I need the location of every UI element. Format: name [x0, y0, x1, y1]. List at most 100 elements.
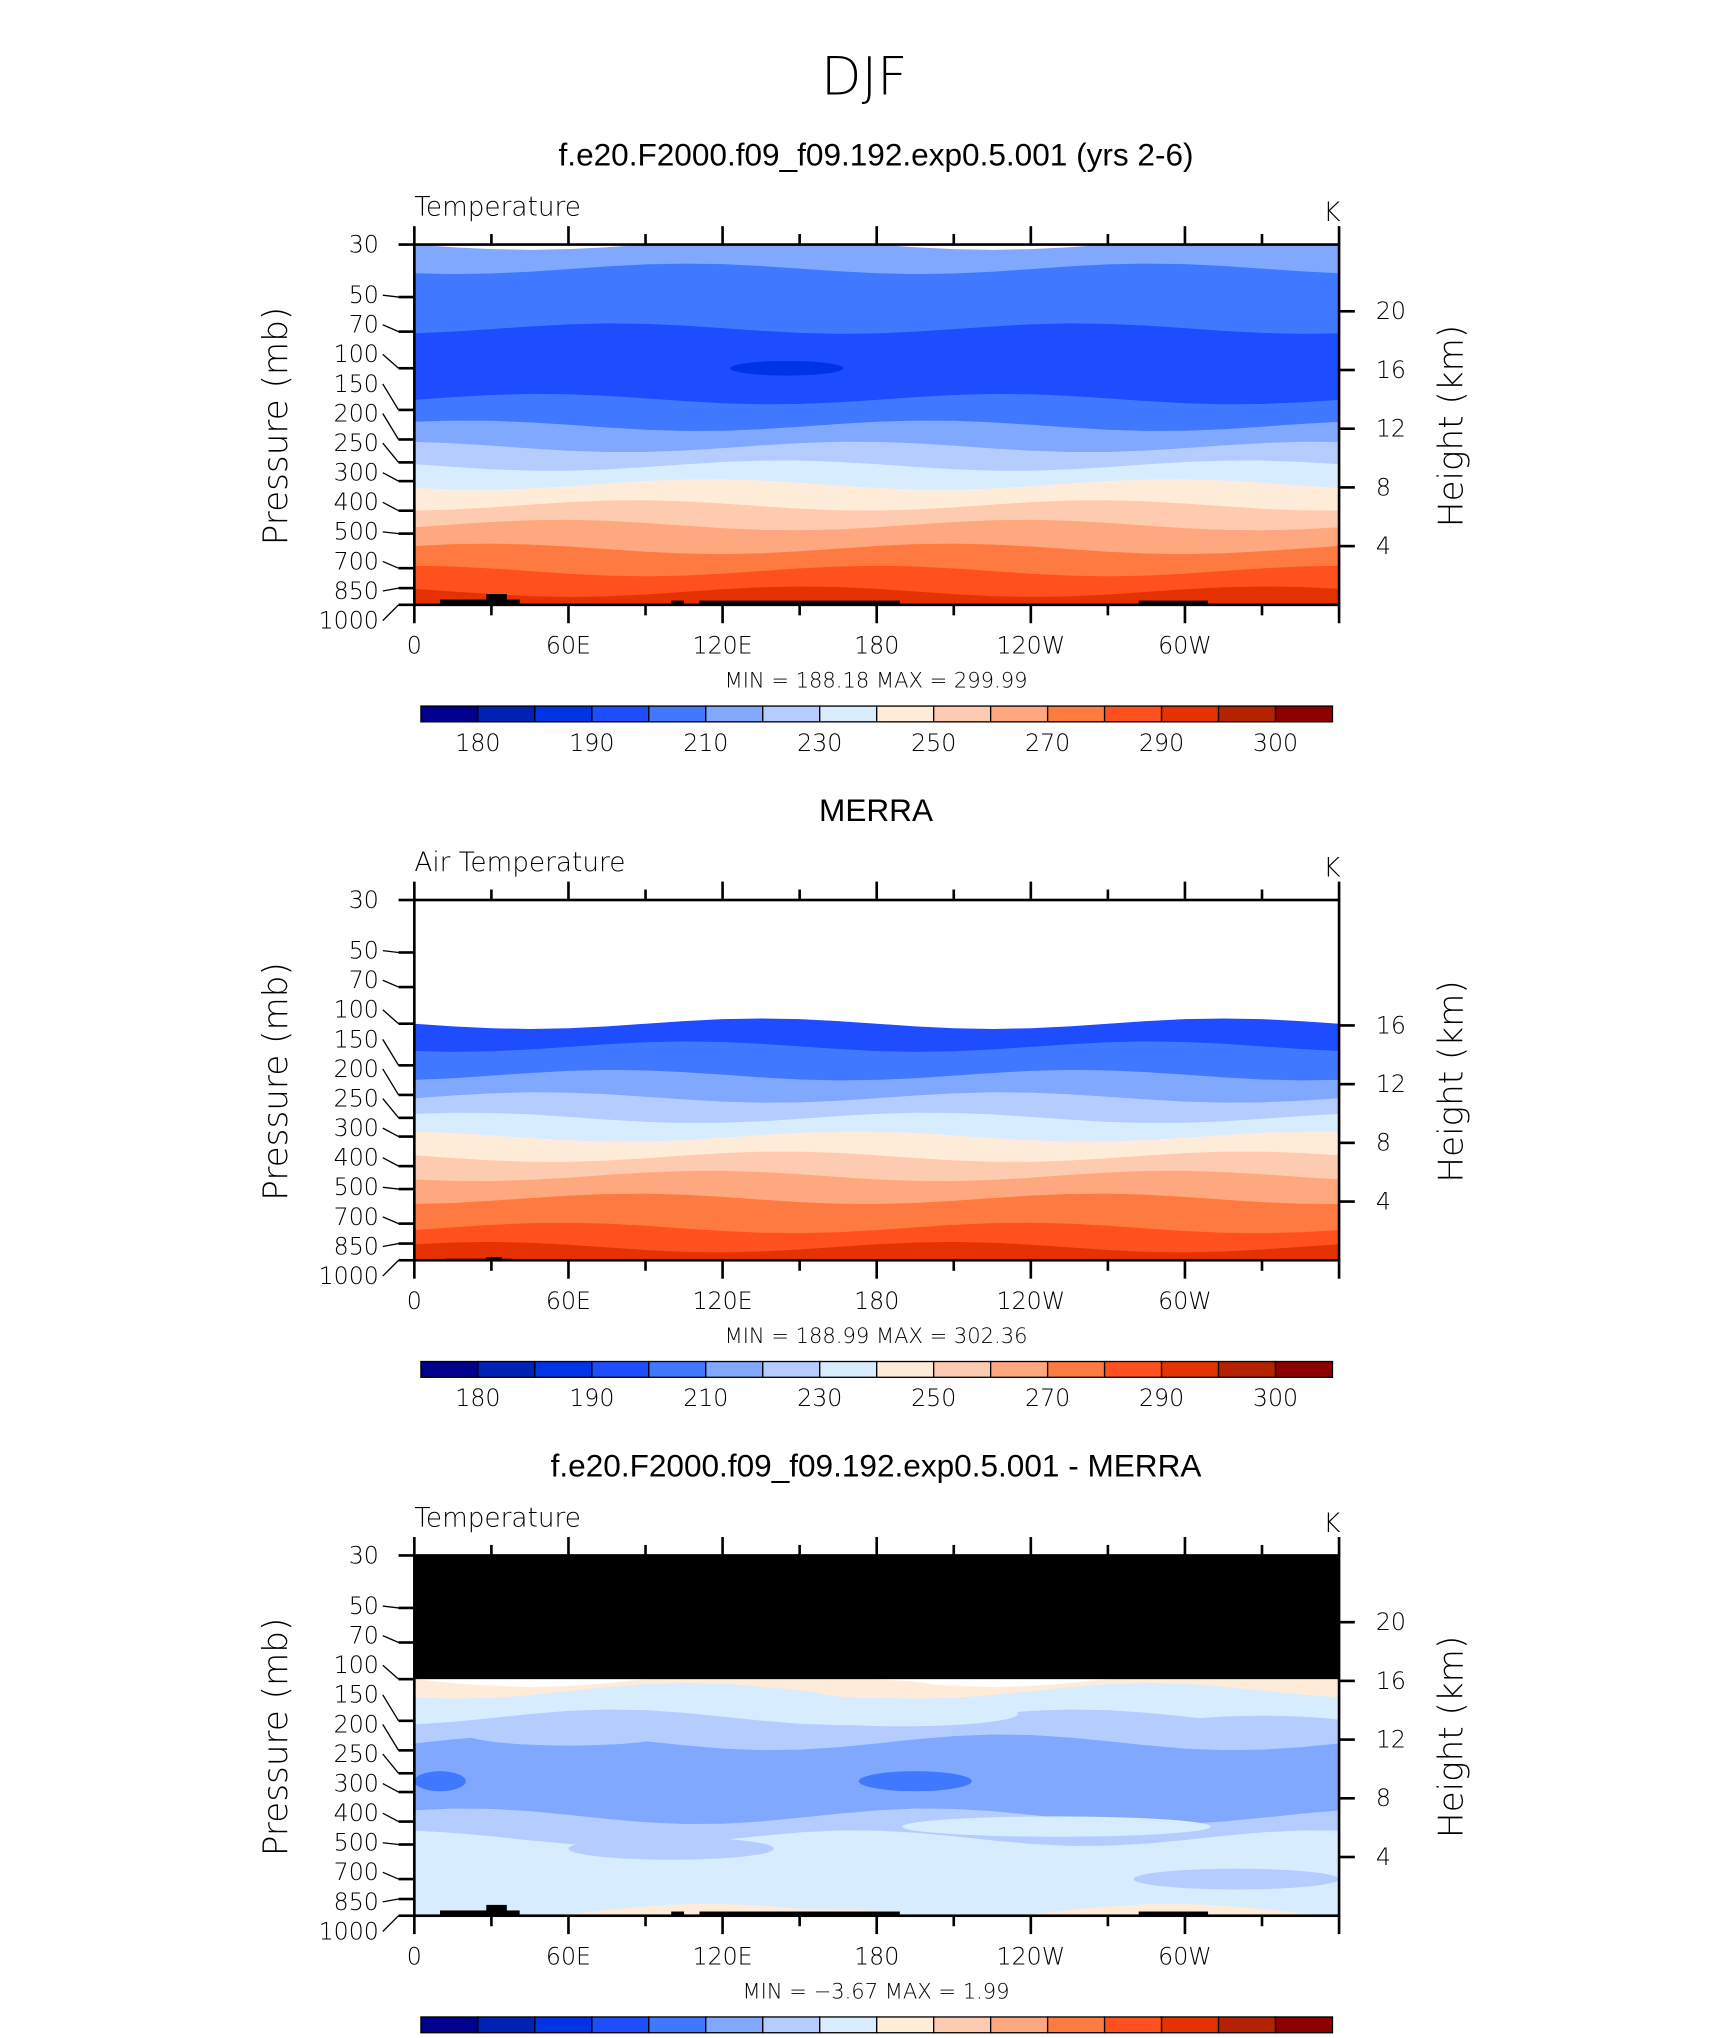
y-tick-label: 700	[334, 1858, 379, 1886]
y-axis-label: Pressure (mb)	[256, 307, 296, 545]
x-tick-label: 60W	[1158, 1942, 1212, 1970]
y-tick-leader	[382, 501, 399, 512]
y-tick-label: 400	[334, 488, 379, 516]
y-tick-leader	[382, 1753, 400, 1774]
y-tick-label: 700	[334, 1203, 379, 1231]
colorbar-box	[705, 2016, 764, 2034]
colorbar-box	[1046, 2016, 1106, 2034]
x-tick-label: 60W	[1158, 1287, 1212, 1315]
y-tick-label: 400	[334, 1799, 379, 1827]
x-tick-label: 180	[854, 1942, 899, 1970]
contour-band	[414, 393, 1340, 437]
x-tick-label: 120E	[693, 1942, 753, 1970]
contour-band	[414, 420, 1340, 458]
y-tick-leader	[382, 587, 399, 592]
colorbar-box	[876, 705, 935, 723]
colorbar-box	[1103, 1360, 1163, 1378]
contour-blob	[730, 360, 844, 376]
y-tick-label: 250	[334, 1740, 379, 1768]
colorbar-box	[1103, 705, 1163, 723]
y-tick-leader	[382, 949, 399, 954]
height-tick-label: 8	[1376, 473, 1391, 501]
contour-band	[414, 1222, 1340, 1258]
y-tick-label: 100	[334, 1651, 379, 1679]
colorbar-box	[420, 705, 479, 723]
x-tick-label: 120E	[693, 1287, 753, 1315]
contour-band	[414, 323, 1340, 410]
colorbar-box	[591, 2016, 650, 2034]
y-tick-label: 500	[334, 1173, 379, 1201]
contour-blob	[858, 1771, 972, 1792]
x-tick-label: 120W	[997, 1942, 1066, 1970]
panel-title: f.e20.F2000.f09_f09.192.exp0.5.001 - MER…	[551, 1448, 1202, 1484]
x-tick-label: 120W	[997, 631, 1066, 659]
colorbar-box	[1217, 2016, 1277, 2034]
y-axis-right-label: Height (km)	[1432, 980, 1472, 1182]
panel-title: f.e20.F2000.f09_f09.192.exp0.5.001 (yrs …	[559, 137, 1194, 173]
contour-band	[414, 263, 1340, 340]
y-axis-right-label: Height (km)	[1432, 1636, 1472, 1838]
height-tick-label: 16	[1376, 1011, 1406, 1039]
contour-field	[414, 900, 1340, 1261]
y-tick-leader	[382, 1898, 399, 1903]
colorbar-label: 180	[455, 729, 500, 757]
height-tick-label: 20	[1376, 1608, 1406, 1636]
y-tick-leader	[382, 1635, 399, 1644]
y-tick-label: 30	[349, 1541, 379, 1569]
y-tick-leader	[382, 1186, 399, 1190]
contour-blob	[902, 1816, 1211, 1837]
colorbar-box	[1103, 2016, 1163, 2034]
units-label: K	[1323, 1509, 1340, 1539]
y-tick-leader	[382, 1842, 399, 1846]
y-tick-label: 100	[334, 996, 379, 1024]
y-tick-label: 200	[334, 1710, 379, 1738]
y-tick-leader	[382, 1915, 400, 1932]
x-tick-label: 60E	[546, 631, 591, 659]
height-tick-label: 16	[1376, 356, 1406, 384]
height-tick-label: 8	[1376, 1129, 1391, 1157]
contour-band	[414, 1903, 1329, 1916]
y-tick-leader	[382, 604, 400, 622]
colorbar-label: 270	[1025, 729, 1070, 757]
y-tick-label: 150	[334, 1025, 379, 1053]
height-tick-label: 8	[1376, 1784, 1391, 1812]
y-tick-label: 400	[334, 1144, 379, 1172]
y-tick-leader	[382, 1871, 399, 1880]
colorbar-label: 180	[455, 1384, 500, 1412]
colorbar-box	[819, 1360, 878, 1378]
contour-field	[414, 244, 1340, 605]
y-tick-label: 1000	[319, 606, 379, 634]
contour-blob	[786, 1701, 1018, 1727]
contour-band	[414, 1112, 1340, 1148]
y-tick-label: 70	[349, 1622, 379, 1650]
colorbar-box	[1274, 2016, 1334, 2034]
colorbar-box	[648, 1360, 707, 1378]
masked-region	[414, 1555, 1340, 1680]
units-label: K	[1323, 853, 1340, 883]
panel-3: f.e20.F2000.f09_f09.192.exp0.5.001 - MER…	[256, 1448, 1472, 2034]
colorbar-box	[1217, 1360, 1277, 1378]
x-tick-label: 60E	[546, 1287, 591, 1315]
colorbar-box	[705, 705, 764, 723]
y-tick-label: 300	[334, 459, 379, 487]
contour-blob	[812, 1679, 941, 1698]
topography	[1138, 600, 1209, 605]
x-tick-label: 180	[854, 1287, 899, 1315]
colorbar-box	[477, 705, 536, 723]
height-tick-label: 12	[1376, 415, 1406, 443]
x-tick-label: 180	[854, 631, 899, 659]
topography	[671, 600, 685, 605]
colorbar-label: 250	[911, 729, 956, 757]
y-tick-leader	[382, 353, 399, 369]
topography	[486, 1904, 507, 1916]
y-tick-leader	[382, 1039, 400, 1066]
topography	[1138, 1911, 1209, 1916]
colorbar-box	[591, 705, 650, 723]
y-tick-label: 30	[349, 230, 379, 258]
colorbar-label: 190	[569, 729, 614, 757]
colorbar-box	[1160, 2016, 1220, 2034]
y-tick-leader	[382, 1664, 399, 1680]
contour-blob	[1133, 1868, 1340, 1890]
min-max-label: MIN = 188.99 MAX = 302.36	[725, 1323, 1028, 1348]
